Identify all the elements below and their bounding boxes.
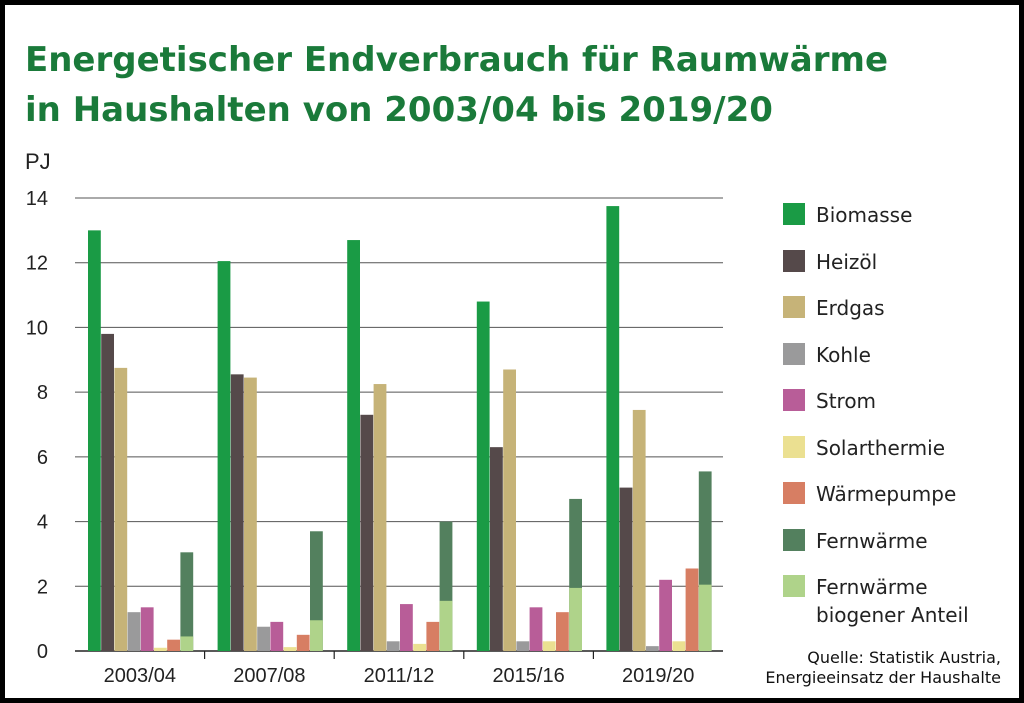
bar-erdgas: [632, 409, 646, 651]
x-tick-label: 2011/12: [364, 665, 435, 687]
legend-item: Fernwärme biogener Anteil: [783, 573, 969, 629]
bar-kohle: [127, 612, 141, 651]
legend-label: Fernwärme: [816, 528, 928, 553]
bar-chart: 0 2 4 6 8 10 12 14 2003/04 2007/08 2011/12 2015/16…: [25, 149, 723, 687]
bar-wärmepumpe: [685, 568, 699, 651]
legend-swatch: [783, 528, 805, 551]
legend-label: Solarthermie: [816, 435, 946, 460]
legend-item: Kohle: [783, 341, 871, 369]
y-tick-label: 14: [26, 188, 48, 210]
bar-kohle: [386, 641, 400, 651]
bar-solarthermie: [542, 641, 556, 651]
x-tick-labels: 2003/04 2007/08 2011/12 2015/16 2019/20: [104, 665, 695, 687]
legend-swatch: [783, 482, 805, 504]
bar-fernwaerme-biogen: [180, 636, 194, 651]
bar-strom: [659, 579, 672, 651]
legend-label: Erdgas: [816, 296, 885, 320]
legend-label: Heizöl: [816, 249, 878, 274]
legend-item: Erdgas: [783, 294, 885, 322]
legend-label: Strom: [816, 389, 877, 413]
legend-label: Biomasse: [816, 203, 913, 227]
legend-swatch: [783, 203, 805, 225]
bar-strom: [529, 607, 543, 651]
bar-erdgas: [244, 377, 257, 651]
bar-kohle: [516, 641, 530, 651]
bar-fernwaerme-biogen: [569, 587, 582, 651]
bar-erdgas: [373, 384, 387, 651]
legend-label: Fernwärme biogener Anteil: [816, 575, 969, 627]
legend-swatch: [783, 296, 805, 318]
bar-biomasse: [88, 230, 101, 651]
bar-strom: [400, 604, 413, 651]
bar-strom: [140, 607, 154, 651]
bar-heizöl: [490, 447, 503, 651]
y-tick-label: 2: [37, 576, 48, 598]
bar-fernwärme: [180, 552, 194, 651]
bar-strom: [270, 621, 284, 651]
x-tick-label: 2015/16: [492, 665, 564, 687]
bars: [88, 206, 712, 652]
y-tick-label: 6: [37, 447, 48, 469]
source-line-2: Energieeinsatz der Haushalte: [765, 668, 1001, 687]
bar-heizöl: [230, 374, 244, 651]
bar-erdgas: [114, 367, 128, 651]
y-tick-labels: 0 2 4 6 8 10 12 14: [26, 188, 48, 663]
y-tick-label: 4: [37, 512, 48, 534]
legend-item: Strom: [783, 387, 876, 415]
bar-heizöl: [619, 487, 633, 651]
bar-fernwaerme-biogen: [310, 620, 323, 651]
chart-frame: Energetischer Endverbrauch für Raumwärme…: [5, 5, 1019, 698]
legend-swatch: [783, 435, 805, 458]
source-line-1: Quelle: Statistik Austria,: [807, 648, 1001, 667]
bar-heizöl: [360, 414, 374, 651]
legend-swatch: [783, 575, 805, 597]
chart-title-line-1: Energetischer Endverbrauch für Raumwärme: [25, 40, 888, 80]
x-tick-label: 2007/08: [233, 665, 305, 687]
legend-item: Biomasse: [783, 201, 912, 229]
bar-biomasse: [217, 261, 231, 651]
y-tick-label: 0: [37, 641, 48, 663]
y-axis-label: PJ: [25, 149, 51, 174]
bar-kohle: [646, 646, 659, 651]
y-tick-label: 8: [37, 382, 48, 404]
bar-fernwaerme-biogen: [439, 600, 453, 651]
x-tick-label: 2019/20: [622, 665, 694, 687]
chart-title-line-2: in Haushalten von 2003/04 bis 2019/20: [25, 90, 773, 130]
legend-item: Solarthermie: [783, 434, 945, 462]
legend-swatch: [783, 249, 805, 272]
bar-kohle: [257, 626, 270, 651]
bar-wärmepumpe: [167, 639, 180, 651]
chart-title: Energetischer Endverbrauch für Raumwärme…: [25, 35, 888, 135]
legend-item: Heizöl: [783, 248, 877, 276]
bar-biomasse: [606, 206, 620, 651]
bar-wärmepumpe: [426, 621, 440, 651]
legend-label: Kohle: [816, 342, 871, 367]
bar-wärmepumpe: [296, 634, 310, 651]
x-tick-label: 2003/04: [104, 665, 176, 687]
bar-erdgas: [503, 369, 516, 651]
legend-item: Fernwärme: [783, 527, 928, 555]
legend-item: Wärmepumpe: [783, 480, 956, 508]
source-note: Quelle: Statistik Austria, Energieeinsat…: [765, 648, 1001, 688]
legend-label: Wärmepumpe: [816, 482, 957, 506]
bar-heizöl: [101, 333, 114, 651]
y-tick-label: 12: [26, 253, 48, 275]
bar-solarthermie: [283, 647, 297, 651]
legend-swatch: [783, 342, 805, 365]
y-tick-label: 10: [26, 317, 48, 339]
bar-biomasse: [347, 240, 360, 652]
bar-solarthermie: [413, 643, 426, 651]
bar-solarthermie: [672, 641, 686, 651]
legend-swatch: [783, 389, 805, 411]
bar-fernwaerme-biogen: [698, 584, 712, 651]
bar-solarthermie: [154, 647, 167, 651]
bar-wärmepumpe: [556, 612, 569, 651]
bar-biomasse: [476, 301, 490, 651]
